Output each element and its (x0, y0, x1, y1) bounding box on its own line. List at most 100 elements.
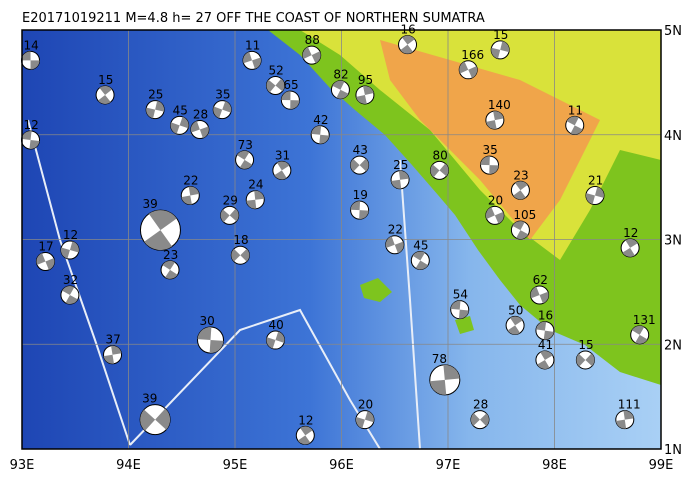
beachball (265, 76, 285, 96)
depth-label: 32 (63, 273, 78, 287)
compression-quadrant (148, 210, 177, 231)
beachball (302, 45, 322, 65)
beachball (21, 130, 41, 150)
compression-quadrant (181, 195, 192, 205)
compression-quadrant (222, 101, 232, 113)
beachball (355, 410, 375, 430)
beachball (350, 200, 370, 220)
depth-label: 82 (333, 68, 348, 82)
compression-quadrant (576, 353, 586, 367)
compression-quadrant (385, 236, 395, 248)
compression-quadrant (162, 260, 175, 270)
compression-quadrant (220, 209, 230, 223)
island (360, 278, 392, 302)
beachball (480, 155, 500, 175)
compression-quadrant (111, 345, 122, 355)
beachball (510, 220, 530, 240)
depth-label: 35 (483, 143, 498, 157)
beachball (310, 125, 330, 145)
compression-quadrant (199, 126, 209, 138)
y-tick-label: 5N (664, 24, 682, 39)
depth-label: 12 (63, 228, 78, 242)
compression-quadrant (489, 165, 499, 175)
x-tick-label: 98E (542, 458, 567, 473)
depth-label: 105 (513, 208, 536, 222)
compression-quadrant (515, 181, 528, 191)
depth-label: 31 (275, 148, 290, 162)
beachball (575, 350, 595, 370)
compression-quadrant (359, 210, 369, 220)
compression-quadrant (439, 163, 449, 177)
compression-quadrant (350, 158, 360, 172)
beachball (145, 100, 165, 120)
depth-label: 15 (98, 73, 113, 87)
title: E20171019211 M=4.8 h= 27 OFF THE COAST O… (22, 11, 485, 26)
compression-quadrant (29, 139, 40, 149)
depth-label: 41 (538, 338, 553, 352)
compression-quadrant (491, 47, 501, 59)
x-tick-label: 94E (116, 458, 141, 473)
compression-quadrant (443, 364, 460, 380)
compression-quadrant (98, 94, 111, 104)
compression-quadrant (275, 78, 285, 92)
compression-quadrant (356, 94, 367, 104)
compression-quadrant (412, 251, 425, 261)
depth-label: 43 (353, 143, 368, 157)
compression-quadrant (190, 121, 200, 133)
x-tick-label: 97E (436, 458, 461, 473)
compression-quadrant (543, 330, 554, 340)
y-tick-label: 4N (664, 129, 682, 144)
beachball (429, 364, 461, 396)
depth-label: 25 (393, 158, 408, 172)
beachball (60, 240, 80, 260)
x-tick-label: 95E (223, 458, 248, 473)
compression-quadrant (566, 116, 579, 126)
compression-quadrant (165, 269, 178, 279)
beachball (630, 325, 650, 345)
compression-quadrant (468, 66, 478, 79)
compression-quadrant (281, 91, 291, 101)
compression-quadrant (486, 120, 497, 130)
depth-label: 12 (623, 226, 638, 240)
beachball (272, 160, 292, 180)
mountains (380, 40, 600, 240)
compression-quadrant (585, 353, 595, 367)
depth-label: 23 (513, 168, 528, 182)
compression-quadrant (530, 286, 540, 299)
depth-label: 39 (142, 197, 157, 211)
depth-label: 18 (233, 233, 248, 247)
compression-quadrant (500, 41, 510, 53)
compression-quadrant (615, 419, 627, 429)
compression-quadrant (429, 379, 447, 395)
depth-label: 40 (268, 318, 283, 332)
beachball (485, 205, 505, 225)
compression-quadrant (494, 211, 504, 224)
compression-quadrant (537, 359, 550, 369)
y-tick-label: 3N (664, 234, 682, 249)
x-tick-label: 96E (329, 458, 354, 473)
depth-label: 16 (538, 309, 553, 323)
depth-label: 17 (38, 239, 53, 253)
depth-label: 80 (432, 148, 447, 162)
beachball (429, 160, 449, 180)
compression-quadrant (510, 316, 523, 326)
compression-quadrant (229, 208, 239, 222)
compression-quadrant (179, 116, 189, 129)
compression-quadrant (60, 247, 70, 259)
compression-quadrant (254, 190, 265, 200)
beachball (245, 190, 265, 210)
compression-quadrant (539, 291, 549, 304)
depth-label: 20 (488, 193, 503, 207)
beachball (280, 90, 300, 110)
beachball (585, 186, 605, 206)
compression-quadrant (635, 334, 648, 344)
depth-label: 22 (183, 174, 198, 188)
beachball (295, 425, 315, 445)
compression-quadrant (415, 260, 429, 270)
depth-label: 45 (173, 103, 188, 117)
beachball (620, 238, 640, 258)
depth-label: 37 (106, 333, 121, 347)
compression-quadrant (631, 325, 645, 335)
beachball (35, 251, 55, 271)
